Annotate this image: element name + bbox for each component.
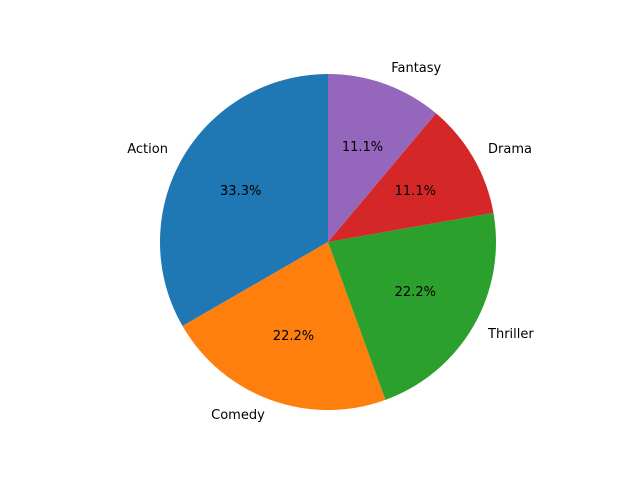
slice-percent-drama: 11.1%: [395, 184, 436, 199]
slice-percent-comedy: 22.2%: [273, 329, 314, 344]
slice-percent-fantasy: 11.1%: [342, 140, 383, 155]
slice-label-thriller: Thriller: [487, 327, 534, 342]
pie-slice-drama: [328, 113, 494, 242]
pie-slice-action: [160, 74, 328, 326]
slice-label-action: Action: [127, 142, 168, 157]
slice-label-fantasy: Fantasy: [391, 61, 441, 76]
labels-layer: Action 33.3% Comedy 22.2% Thriller 22.2% Drama…: [127, 61, 534, 423]
slice-percent-thriller: 22.2%: [395, 285, 436, 300]
slice-percent-action: 33.3%: [220, 184, 261, 199]
pie-slice-fantasy: [328, 74, 436, 242]
pie-slice-thriller: [328, 212, 497, 400]
slice-label-comedy: Comedy: [211, 408, 265, 423]
pie-slice-comedy: [182, 242, 386, 411]
slice-label-drama: Drama: [488, 142, 532, 157]
slices-layer: [160, 74, 497, 411]
